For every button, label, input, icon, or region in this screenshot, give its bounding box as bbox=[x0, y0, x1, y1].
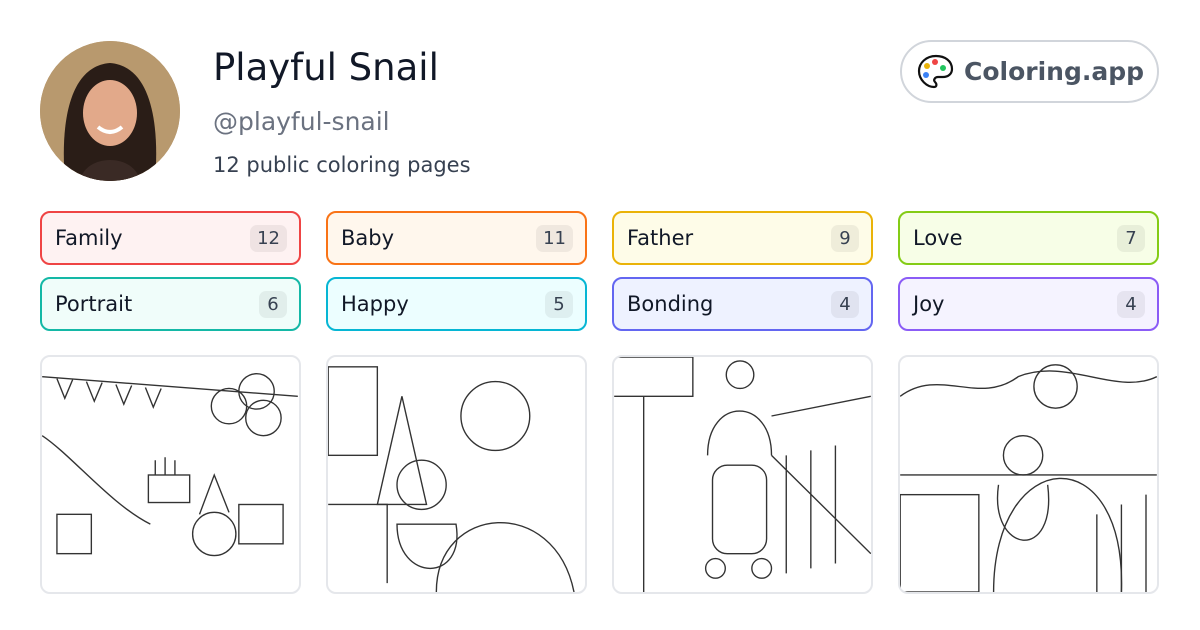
tag-love[interactable]: Love 7 bbox=[898, 211, 1159, 265]
tag-portrait[interactable]: Portrait 6 bbox=[40, 277, 301, 331]
coloring-page-thumbnail[interactable] bbox=[612, 355, 873, 594]
tag-count: 5 bbox=[545, 290, 573, 318]
coloring-page-thumbnail[interactable] bbox=[898, 355, 1159, 594]
tag-label: Joy bbox=[913, 292, 945, 316]
tag-family[interactable]: Family 12 bbox=[40, 211, 301, 265]
tag-count: 12 bbox=[250, 224, 287, 252]
brand-badge[interactable]: Coloring.app bbox=[900, 40, 1159, 103]
tag-label: Bonding bbox=[627, 292, 714, 316]
profile-name: Playful Snail bbox=[213, 46, 439, 89]
tag-bonding[interactable]: Bonding 4 bbox=[612, 277, 873, 331]
coloring-page-thumbnail[interactable] bbox=[326, 355, 587, 594]
coloring-page-thumbnail[interactable] bbox=[40, 355, 301, 594]
palette-icon bbox=[917, 54, 954, 88]
tag-count: 9 bbox=[831, 224, 859, 252]
tag-count: 7 bbox=[1117, 224, 1145, 252]
tag-father[interactable]: Father 9 bbox=[612, 211, 873, 265]
page-count: 12 public coloring pages bbox=[213, 153, 471, 177]
brand-label: Coloring.app bbox=[964, 57, 1145, 86]
profile-handle: @playful-snail bbox=[213, 107, 390, 136]
tag-happy[interactable]: Happy 5 bbox=[326, 277, 587, 331]
tag-baby[interactable]: Baby 11 bbox=[326, 211, 587, 265]
tag-label: Family bbox=[55, 226, 123, 250]
tag-count: 11 bbox=[536, 224, 573, 252]
tag-label: Baby bbox=[341, 226, 395, 250]
avatar bbox=[40, 41, 180, 181]
tag-count: 4 bbox=[831, 290, 859, 318]
tag-label: Portrait bbox=[55, 292, 133, 316]
tag-label: Love bbox=[913, 226, 963, 250]
tag-count: 6 bbox=[259, 290, 287, 318]
tag-label: Happy bbox=[341, 292, 409, 316]
tag-count: 4 bbox=[1117, 290, 1145, 318]
tag-joy[interactable]: Joy 4 bbox=[898, 277, 1159, 331]
tag-label: Father bbox=[627, 226, 694, 250]
